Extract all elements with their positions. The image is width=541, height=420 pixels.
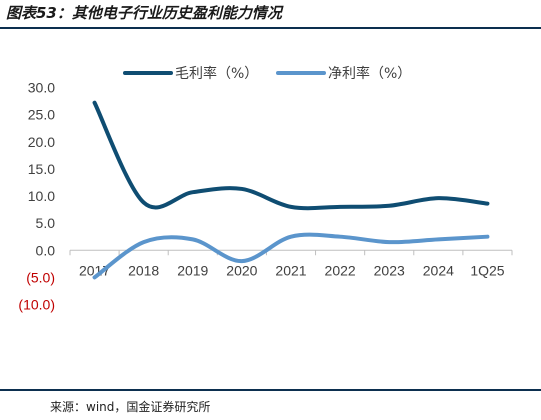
y-tick-label: (10.0) <box>18 297 55 313</box>
x-tick-label: 2018 <box>128 262 159 278</box>
x-tick-label: 1Q25 <box>470 262 504 278</box>
y-tick-label: 0.0 <box>36 242 56 258</box>
legend-label: 净利率（%） <box>328 65 411 82</box>
y-tick-label: (5.0) <box>26 269 55 285</box>
y-tick-label: 10.0 <box>28 188 55 204</box>
source-note: 来源：wind，国金证券研究所 <box>50 400 211 414</box>
x-tick-label: 2024 <box>423 262 454 278</box>
x-tick-label: 2020 <box>226 262 257 278</box>
chart-legend: 毛利率（%） 净利率（%） <box>123 65 411 82</box>
y-tick-label: 30.0 <box>28 80 55 96</box>
footer-rule <box>0 389 541 391</box>
y-tick-label: 25.0 <box>28 107 55 123</box>
x-tick-label: 2022 <box>325 262 356 278</box>
x-axis: 2017 2018 2019 2020 2021 2022 2023 2024 1Q25 <box>69 249 513 278</box>
line-chart: 毛利率（%） 净利率（%） 30.0 25.0 20.0 15.0 10.0 5.0 0.0 (… <box>18 65 513 313</box>
legend-label: 毛利率（%） <box>175 65 258 82</box>
series-line-gross-margin <box>92 100 490 211</box>
series-line-net-margin <box>92 232 490 280</box>
y-tick-label: 5.0 <box>36 215 56 231</box>
series-group <box>92 100 490 280</box>
x-tick-label: 2019 <box>177 262 208 278</box>
y-axis: 30.0 25.0 20.0 15.0 10.0 5.0 0.0 (5.0) (10.0) <box>18 80 55 313</box>
x-tick-label: 2017 <box>79 262 110 278</box>
chart-title: 图表53：其他电子行业历史盈利能力情况 <box>6 4 282 22</box>
x-tick-label: 2021 <box>275 262 306 278</box>
x-tick-label: 2023 <box>374 262 405 278</box>
y-tick-label: 15.0 <box>28 161 55 177</box>
y-tick-label: 20.0 <box>28 134 55 150</box>
title-rule <box>0 27 541 29</box>
